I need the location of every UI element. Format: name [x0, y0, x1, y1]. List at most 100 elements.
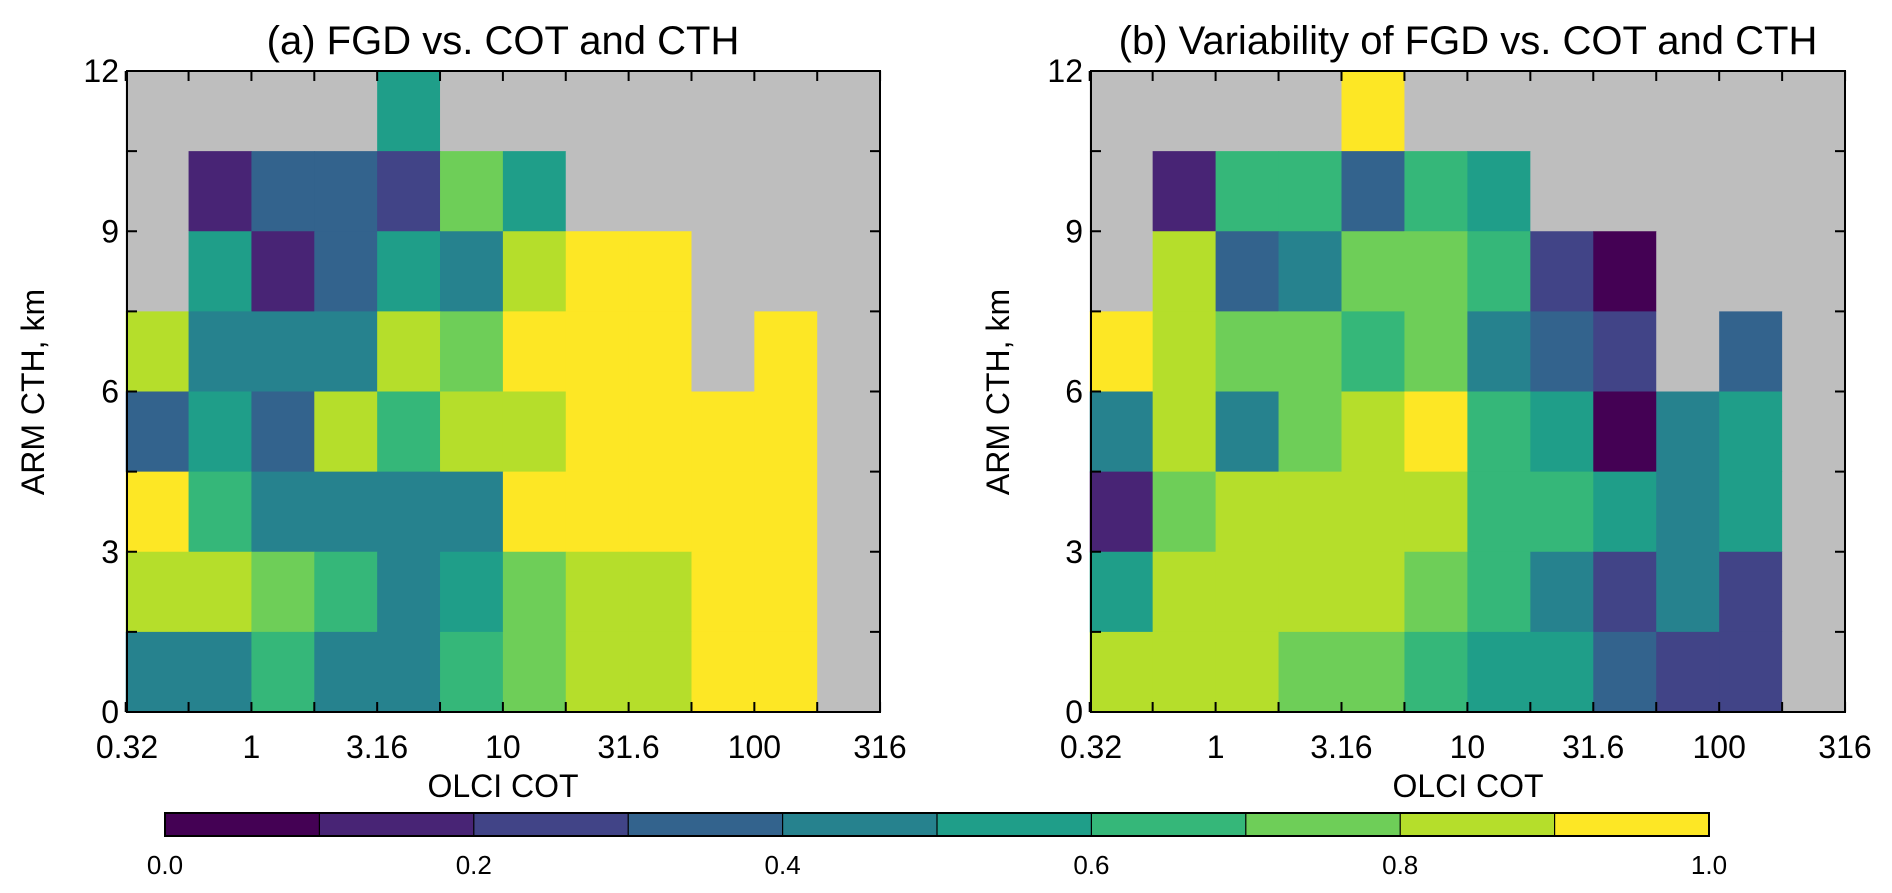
heatmap-cell	[502, 231, 567, 312]
heatmap-cell	[314, 391, 378, 473]
heatmap-cell	[1278, 391, 1343, 473]
heatmap-cell	[125, 391, 190, 473]
heatmap-cell	[440, 631, 504, 713]
heatmap-cell	[1593, 471, 1657, 553]
colorbar-tick-label: 1.0	[1691, 850, 1727, 880]
heatmap-cell	[314, 311, 378, 393]
heatmap-cell	[691, 471, 755, 553]
heatmap-cell	[1215, 631, 1280, 713]
heatmap-cell	[1467, 151, 1531, 232]
heatmap-cell	[1215, 391, 1280, 473]
y-tick-label: 3	[101, 534, 119, 570]
x-tick-label: 10	[485, 729, 521, 765]
heatmap-cell-missing	[1782, 311, 1846, 393]
heatmap-cell	[377, 311, 441, 393]
heatmap-cell	[377, 391, 441, 473]
panel-a-x-ticks: 0.32 1 3.16 10 31.6 100 316	[96, 71, 907, 765]
heatmap-cell	[1341, 231, 1406, 312]
heatmap-cell	[1278, 231, 1343, 312]
x-tick-label: 1	[243, 729, 261, 765]
heatmap-cell	[691, 551, 755, 633]
heatmap-cell-missing	[691, 311, 755, 393]
heatmap-cell	[502, 151, 567, 232]
heatmap-cell	[1530, 391, 1594, 473]
heatmap-cell-missing	[1089, 231, 1154, 312]
panel-b-y-axis-label: ARM CTH, km	[980, 289, 1016, 495]
heatmap-cell	[440, 151, 504, 232]
heatmap-cell-missing	[1782, 231, 1846, 312]
heatmap-cell-missing	[1467, 71, 1531, 152]
heatmap-cell	[1341, 471, 1406, 553]
heatmap-cell-missing	[1782, 471, 1846, 553]
heatmap-cell-missing	[628, 151, 693, 232]
heatmap-cell	[1341, 551, 1406, 633]
heatmap-cell	[1341, 71, 1406, 152]
heatmap-cell	[1467, 231, 1531, 312]
colorbar-tick-label: 0.2	[456, 850, 492, 880]
heatmap-cell	[1215, 551, 1280, 633]
heatmap-cell-missing	[817, 151, 881, 232]
colorbar-segment	[1245, 813, 1401, 836]
heatmap-cell	[1467, 471, 1531, 553]
heatmap-cell	[251, 311, 315, 393]
heatmap-cell	[1530, 311, 1594, 393]
heatmap-cell	[754, 631, 818, 713]
heatmap-cell	[188, 391, 253, 473]
heatmap-cell	[1152, 151, 1217, 232]
heatmap-cell	[1656, 391, 1720, 473]
heatmap-cell	[1404, 391, 1468, 473]
x-tick-label: 3.16	[346, 729, 408, 765]
heatmap-cell-missing	[754, 71, 818, 152]
y-tick-label: 6	[101, 374, 119, 410]
y-tick-label: 3	[1065, 534, 1083, 570]
heatmap-cell	[440, 471, 504, 553]
y-tick-label: 0	[101, 694, 119, 730]
heatmap-cell-missing	[1782, 631, 1846, 713]
y-tick-label: 12	[1047, 53, 1083, 89]
heatmap-cell-missing	[1089, 151, 1154, 232]
x-tick-label: 0.32	[96, 729, 158, 765]
heatmap-cell-missing	[1404, 71, 1468, 152]
heatmap-cell	[628, 551, 693, 633]
heatmap-cell	[1719, 631, 1783, 713]
heatmap-cell-missing	[125, 231, 190, 312]
heatmap-cell-missing	[817, 231, 881, 312]
heatmap-cell-missing	[502, 71, 567, 152]
heatmap-cell	[1341, 311, 1406, 393]
heatmap-cell	[1278, 151, 1343, 232]
heatmap-cell-missing	[1719, 231, 1783, 312]
panel-a-title: (a) FGD vs. COT and CTH	[267, 19, 740, 63]
heatmap-cell	[1341, 391, 1406, 473]
heatmap-cell	[1341, 151, 1406, 232]
heatmap-cell	[188, 631, 253, 713]
y-tick-label: 12	[83, 53, 119, 89]
colorbar-segment	[165, 813, 320, 836]
heatmap-cell-missing	[1656, 151, 1720, 232]
colorbar-segment	[319, 813, 475, 836]
heatmap-cell	[251, 551, 315, 633]
panel-b-title: (b) Variability of FGD vs. COT and CTH	[1119, 19, 1818, 63]
heatmap-cell	[251, 391, 315, 473]
heatmap-cell-missing	[1089, 71, 1154, 152]
panel-b-cells	[1089, 71, 1846, 713]
y-tick-label: 9	[101, 213, 119, 249]
heatmap-cell	[1467, 311, 1531, 393]
heatmap-cell-missing	[565, 151, 630, 232]
heatmap-cell	[1719, 311, 1783, 393]
heatmap-cell	[314, 151, 378, 232]
colorbar-segment	[628, 813, 784, 836]
heatmap-cell	[440, 391, 504, 473]
heatmap-cell	[565, 391, 630, 473]
heatmap-cell	[440, 231, 504, 312]
colorbar-tick-label: 0.0	[147, 850, 183, 880]
heatmap-cell-missing	[817, 71, 881, 152]
heatmap-cell-missing	[1782, 71, 1846, 152]
colorbar-ticks: 0.0 0.2 0.4 0.6 0.8 1.0	[147, 850, 1727, 880]
heatmap-cell	[1404, 311, 1468, 393]
heatmap-cell	[1593, 391, 1657, 473]
heatmap-cell	[1215, 311, 1280, 393]
colorbar-segment	[937, 813, 1092, 836]
heatmap-cell	[565, 471, 630, 553]
heatmap-cell-missing	[1278, 71, 1343, 152]
heatmap-cell	[628, 231, 693, 312]
